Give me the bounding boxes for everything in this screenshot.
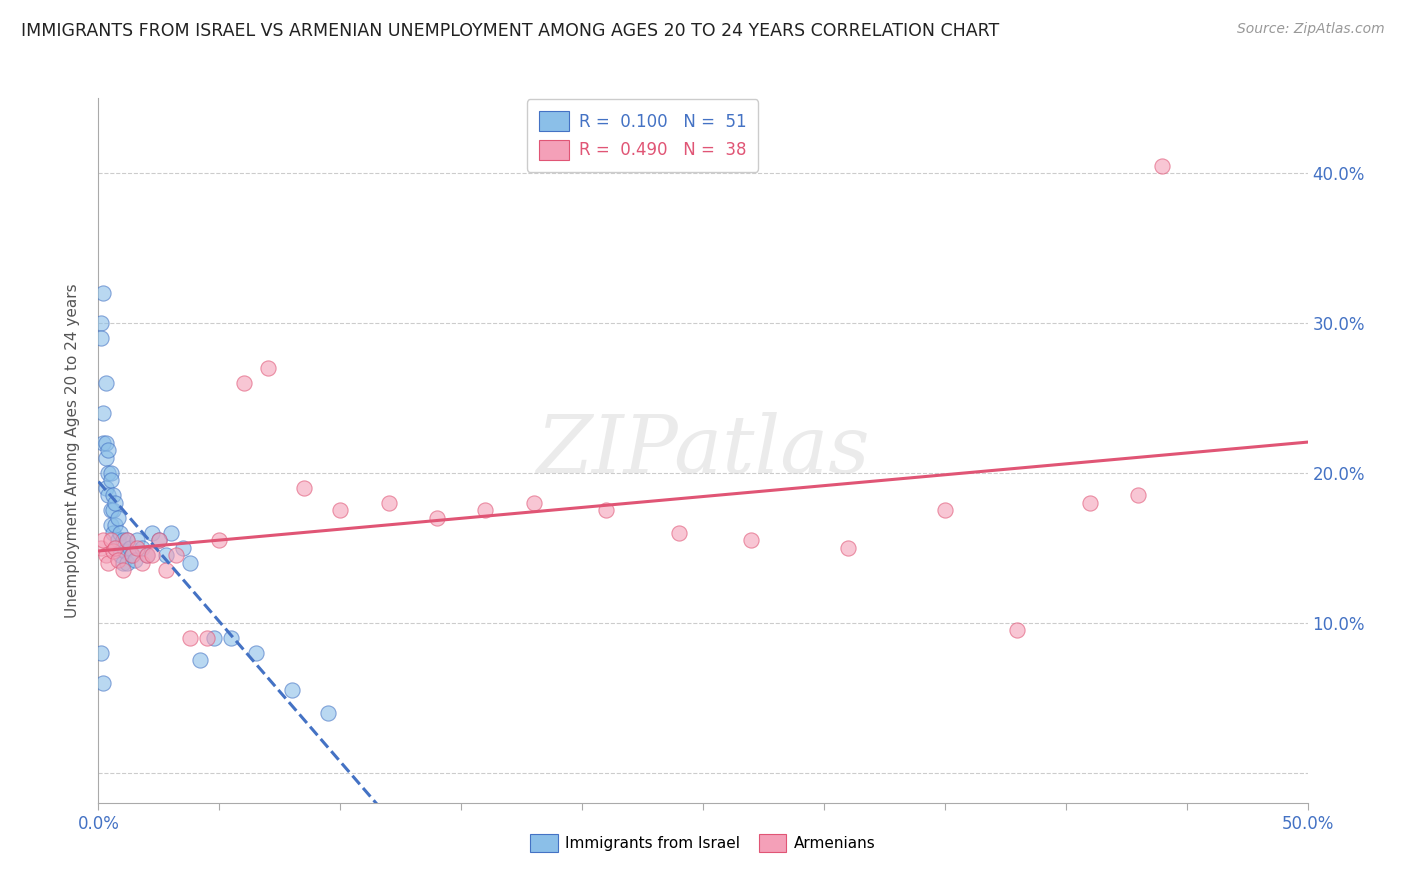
Point xyxy=(107,553,129,567)
Point xyxy=(118,541,141,555)
Point xyxy=(188,653,211,667)
Point xyxy=(292,481,315,495)
Point xyxy=(101,525,124,540)
Point xyxy=(108,549,131,563)
Point xyxy=(101,544,124,558)
Point xyxy=(104,541,127,555)
Point xyxy=(256,361,278,376)
Point xyxy=(94,481,117,495)
Point xyxy=(204,631,226,645)
Point xyxy=(740,533,762,548)
Point xyxy=(117,533,139,548)
Point xyxy=(117,533,139,548)
Point xyxy=(127,541,149,555)
Point xyxy=(97,466,120,480)
Point xyxy=(141,549,163,563)
Point xyxy=(135,549,157,563)
Point xyxy=(100,466,122,480)
Point xyxy=(221,631,243,645)
Point xyxy=(97,488,120,502)
Point xyxy=(245,646,267,660)
Point xyxy=(94,549,117,563)
Point xyxy=(179,556,201,570)
Point xyxy=(104,541,127,555)
Point xyxy=(1128,488,1150,502)
Point xyxy=(117,556,139,570)
Point xyxy=(172,541,194,555)
Point xyxy=(131,556,153,570)
Point xyxy=(90,646,112,660)
Point xyxy=(595,503,617,517)
Point xyxy=(121,549,143,563)
Point xyxy=(100,518,122,533)
Point xyxy=(91,436,114,450)
Point xyxy=(232,376,254,390)
Point xyxy=(141,525,163,540)
Text: IMMIGRANTS FROM ISRAEL VS ARMENIAN UNEMPLOYMENT AMONG AGES 20 TO 24 YEARS CORREL: IMMIGRANTS FROM ISRAEL VS ARMENIAN UNEMP… xyxy=(21,22,1000,40)
Point xyxy=(160,525,183,540)
Point xyxy=(90,331,112,345)
Point xyxy=(111,563,134,577)
Point xyxy=(91,533,114,548)
Point xyxy=(101,503,124,517)
Point xyxy=(104,518,127,533)
Point xyxy=(94,450,117,465)
Point xyxy=(155,563,177,577)
Point xyxy=(316,706,339,720)
Point xyxy=(107,533,129,548)
Point xyxy=(100,474,122,488)
Point xyxy=(97,556,120,570)
Point xyxy=(934,503,956,517)
Point xyxy=(100,533,122,548)
Text: Source: ZipAtlas.com: Source: ZipAtlas.com xyxy=(1237,22,1385,37)
Point xyxy=(111,556,134,570)
Point xyxy=(179,631,201,645)
Point xyxy=(107,511,129,525)
Point xyxy=(91,406,114,420)
Point xyxy=(94,376,117,390)
Point xyxy=(195,631,218,645)
Point xyxy=(97,443,120,458)
Point xyxy=(91,286,114,301)
Point xyxy=(114,544,136,558)
Point xyxy=(127,533,149,548)
Point xyxy=(90,541,112,555)
Point xyxy=(208,533,231,548)
Point xyxy=(124,553,146,567)
Point xyxy=(281,683,304,698)
Point xyxy=(523,496,546,510)
Point xyxy=(837,541,859,555)
Point xyxy=(100,503,122,517)
Point xyxy=(426,511,449,525)
Point xyxy=(155,549,177,563)
Point xyxy=(329,503,352,517)
Point xyxy=(101,488,124,502)
Point xyxy=(121,549,143,563)
Y-axis label: Unemployment Among Ages 20 to 24 years: Unemployment Among Ages 20 to 24 years xyxy=(65,283,80,618)
Point xyxy=(165,549,187,563)
Point xyxy=(135,549,157,563)
Point xyxy=(90,316,112,330)
Point xyxy=(668,525,690,540)
Point xyxy=(148,533,170,548)
Point xyxy=(1078,496,1101,510)
Point xyxy=(1152,159,1174,173)
Point xyxy=(148,533,170,548)
Point xyxy=(1007,624,1029,638)
Point xyxy=(474,503,496,517)
Point xyxy=(377,496,399,510)
Point xyxy=(131,541,153,555)
Point xyxy=(91,676,114,690)
Text: ZIPatlas: ZIPatlas xyxy=(536,412,870,489)
Point xyxy=(94,436,117,450)
Point xyxy=(111,533,134,548)
Point xyxy=(108,525,131,540)
Legend: Immigrants from Israel, Armenians: Immigrants from Israel, Armenians xyxy=(524,828,882,859)
Point xyxy=(104,496,127,510)
